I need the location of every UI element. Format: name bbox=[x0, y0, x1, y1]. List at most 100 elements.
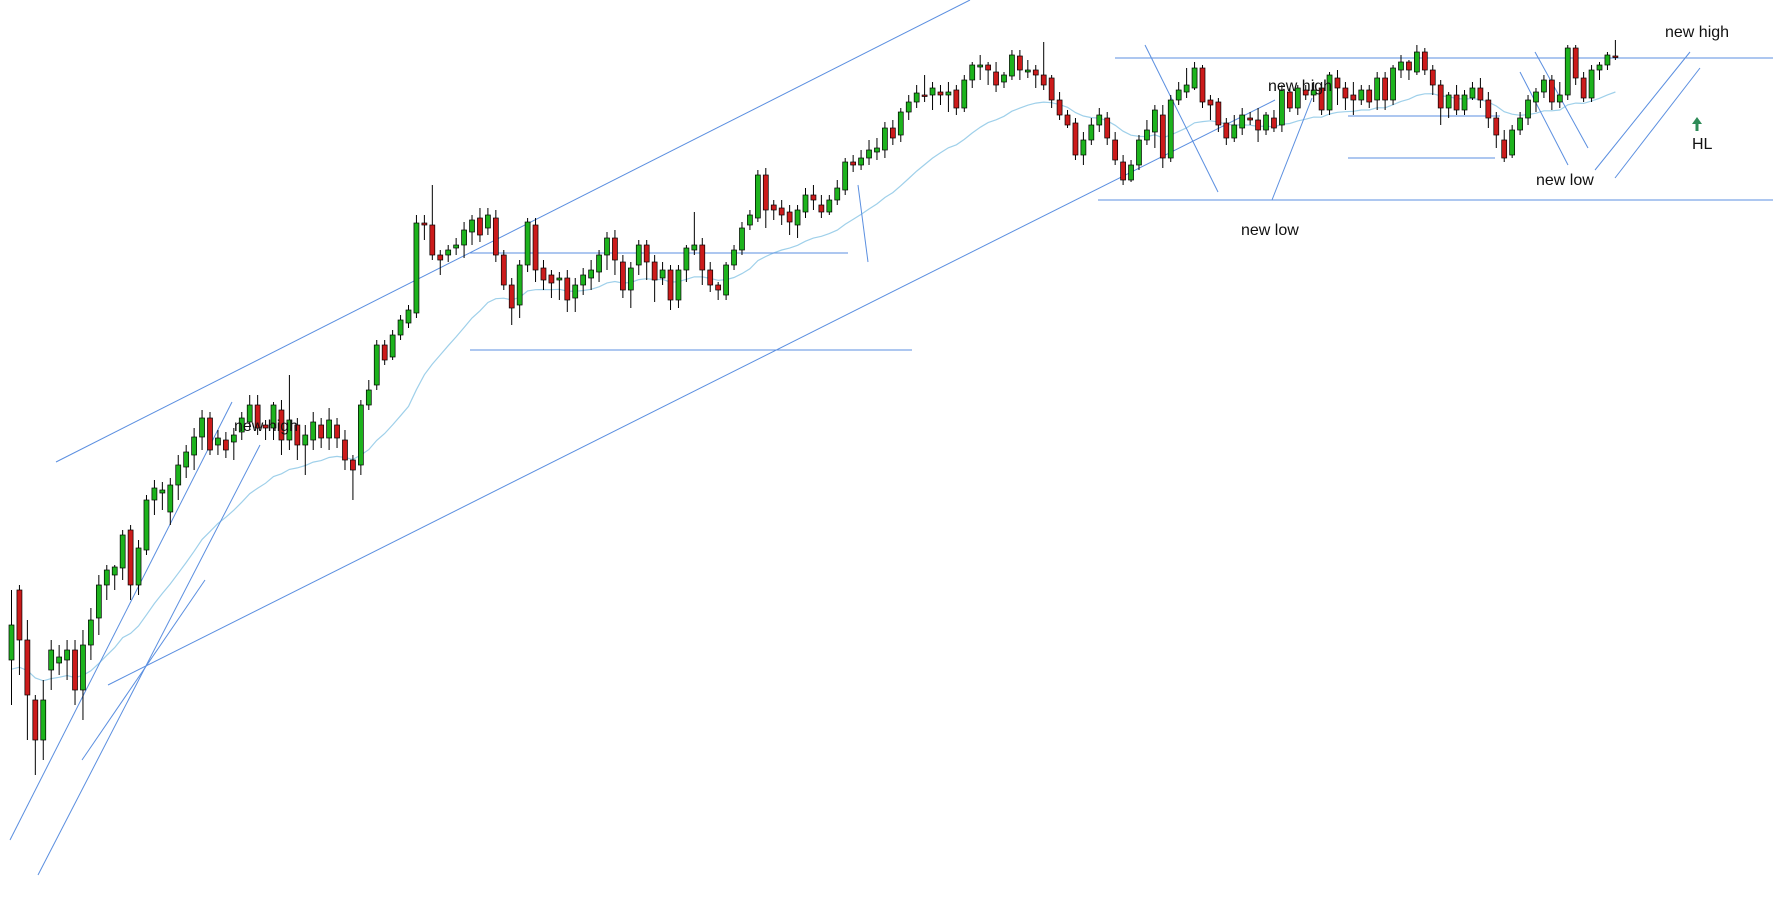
candle bbox=[80, 630, 86, 720]
candle-body-up bbox=[659, 269, 666, 279]
candle-body-down bbox=[850, 161, 856, 166]
candle bbox=[1144, 120, 1150, 145]
candle-body-down bbox=[334, 424, 340, 439]
candle-body-down bbox=[318, 424, 325, 439]
candle bbox=[1477, 78, 1484, 108]
candle bbox=[397, 315, 404, 340]
candle bbox=[262, 420, 269, 440]
candle bbox=[492, 210, 499, 262]
candle-body-up bbox=[1191, 67, 1198, 89]
candle-body-up bbox=[461, 229, 467, 246]
candle-body-down bbox=[254, 404, 261, 429]
candle bbox=[556, 272, 563, 300]
annotation-new-low-1: new low bbox=[1241, 222, 1299, 239]
candle-body-down bbox=[1048, 77, 1055, 101]
candle bbox=[1374, 72, 1381, 110]
candle-body-down bbox=[1549, 79, 1555, 103]
candle-body-down bbox=[1255, 119, 1261, 131]
candle-body-down bbox=[651, 261, 658, 281]
candle-body-down bbox=[429, 224, 436, 256]
candle-body-down bbox=[1350, 94, 1357, 101]
candle bbox=[32, 695, 39, 775]
candle bbox=[95, 575, 102, 635]
candles-layer bbox=[8, 40, 1619, 775]
candle-body-up bbox=[1469, 87, 1476, 99]
candle-body-up bbox=[1088, 124, 1095, 141]
candle bbox=[993, 62, 999, 92]
candle-body-up bbox=[111, 566, 118, 576]
candle-body-down bbox=[1159, 114, 1166, 159]
candle-body-up bbox=[175, 464, 182, 486]
candle bbox=[1128, 160, 1134, 182]
candle-body-down bbox=[1477, 87, 1484, 101]
candle bbox=[310, 412, 317, 450]
candle bbox=[548, 270, 555, 298]
candle-body-down bbox=[1040, 74, 1047, 86]
candle bbox=[1064, 110, 1071, 128]
candle-body-up bbox=[1279, 89, 1285, 126]
candle-body-up bbox=[1152, 109, 1158, 133]
candle bbox=[389, 330, 396, 360]
candle bbox=[342, 430, 348, 470]
candle-body-down bbox=[921, 94, 928, 97]
candle-body-up bbox=[1398, 61, 1404, 71]
candle bbox=[532, 218, 539, 282]
candle bbox=[1612, 40, 1619, 60]
candle bbox=[1167, 95, 1174, 162]
candle bbox=[1024, 60, 1031, 78]
candle-body-up bbox=[1374, 77, 1381, 101]
candle-body-up bbox=[270, 404, 277, 429]
candle bbox=[151, 480, 158, 515]
candle bbox=[167, 478, 174, 525]
candle bbox=[1398, 55, 1404, 78]
candle-body-down bbox=[1318, 87, 1325, 111]
candle bbox=[8, 590, 15, 705]
candle-body-down bbox=[1342, 87, 1349, 99]
candle bbox=[818, 195, 825, 218]
candle bbox=[707, 262, 714, 292]
candle bbox=[1509, 125, 1516, 158]
candle bbox=[794, 205, 801, 238]
candle-body-up bbox=[755, 174, 761, 219]
candle-body-up bbox=[961, 79, 968, 109]
candle-body-up bbox=[1358, 89, 1365, 101]
candle-body-down bbox=[500, 254, 507, 286]
candle-body-down bbox=[770, 204, 777, 211]
candle-body-up bbox=[1080, 139, 1087, 156]
candle-body-down bbox=[1334, 77, 1341, 89]
candle bbox=[1549, 75, 1555, 110]
candle bbox=[1414, 45, 1420, 75]
candle-body-up bbox=[159, 489, 166, 494]
candle bbox=[1580, 72, 1587, 102]
candle-body-down bbox=[1501, 139, 1508, 159]
candle-body-up bbox=[1390, 67, 1396, 101]
candle bbox=[683, 245, 690, 282]
candle bbox=[1009, 50, 1015, 80]
candle bbox=[413, 215, 420, 318]
candle-body-up bbox=[1231, 124, 1238, 139]
candle bbox=[1199, 65, 1206, 108]
candle bbox=[1271, 110, 1277, 132]
candle-body-up bbox=[794, 209, 801, 226]
candle-body-up bbox=[588, 269, 594, 279]
candle bbox=[1136, 135, 1142, 170]
candle-body-up bbox=[834, 187, 841, 201]
candle-body-up bbox=[747, 214, 753, 226]
candle bbox=[945, 82, 952, 112]
candle bbox=[723, 262, 729, 300]
candle-body-up bbox=[604, 237, 610, 256]
candle bbox=[485, 208, 491, 235]
candle-body-down bbox=[612, 237, 618, 261]
candle-body-up bbox=[1096, 114, 1103, 126]
candle-body-up bbox=[1136, 139, 1142, 166]
candle-body-up bbox=[413, 222, 420, 314]
candle bbox=[802, 188, 809, 218]
candle bbox=[882, 122, 888, 158]
candle-body-up bbox=[199, 417, 205, 438]
candle bbox=[874, 138, 880, 160]
candle bbox=[1541, 75, 1547, 98]
candle-body-up bbox=[739, 227, 745, 251]
candle bbox=[596, 250, 602, 282]
candle bbox=[1588, 65, 1595, 102]
candle bbox=[858, 150, 864, 170]
